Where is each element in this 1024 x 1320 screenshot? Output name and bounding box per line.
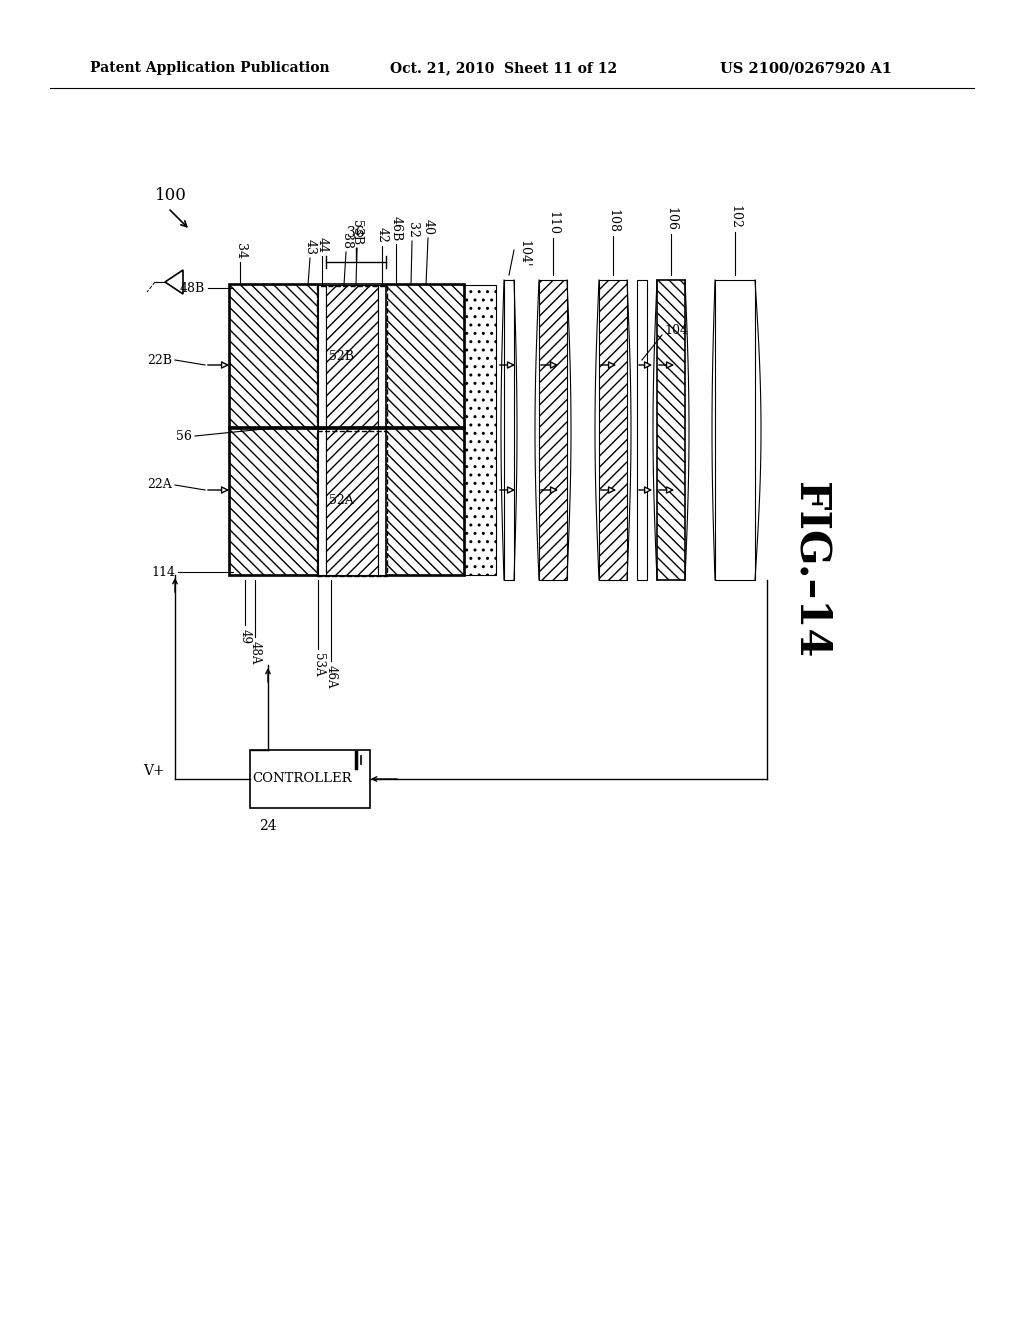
Bar: [504, 280, 514, 579]
Bar: [715, 280, 755, 579]
Bar: [230, 428, 318, 576]
Bar: [250, 750, 370, 808]
Bar: [229, 284, 465, 429]
Text: 32: 32: [406, 222, 419, 238]
Bar: [317, 432, 387, 576]
Bar: [657, 280, 685, 579]
Text: 36: 36: [347, 226, 365, 240]
Text: 24: 24: [259, 818, 276, 833]
Bar: [317, 286, 387, 426]
Text: 48A: 48A: [249, 642, 261, 664]
Bar: [230, 285, 318, 428]
Bar: [637, 280, 647, 579]
Text: Patent Application Publication: Patent Application Publication: [90, 61, 330, 75]
Text: 114: 114: [151, 565, 175, 578]
Text: 42: 42: [376, 227, 388, 243]
Text: 43: 43: [303, 239, 316, 255]
Text: CONTROLLER: CONTROLLER: [252, 772, 352, 785]
Text: 48B: 48B: [180, 281, 205, 294]
Text: 49: 49: [239, 630, 252, 644]
Text: 22B: 22B: [147, 354, 172, 367]
Bar: [326, 285, 378, 428]
Text: 40: 40: [422, 219, 434, 235]
Text: 100: 100: [155, 186, 186, 203]
Text: 106: 106: [665, 207, 678, 231]
Text: 52A: 52A: [329, 495, 353, 507]
Text: 34: 34: [233, 243, 247, 259]
Text: 104: 104: [664, 323, 688, 337]
Text: 46A: 46A: [325, 665, 338, 689]
Text: 102: 102: [728, 205, 741, 228]
Text: 38: 38: [340, 234, 352, 249]
Bar: [318, 285, 326, 576]
Bar: [464, 285, 496, 576]
Bar: [378, 285, 386, 576]
Text: 53B: 53B: [350, 220, 364, 246]
Text: 53A: 53A: [311, 653, 325, 676]
Text: US 2100/0267920 A1: US 2100/0267920 A1: [720, 61, 892, 75]
Bar: [539, 280, 567, 579]
Text: 44: 44: [315, 238, 329, 253]
Text: V+: V+: [143, 764, 165, 777]
Text: 110: 110: [547, 211, 559, 235]
Text: FIG.–14: FIG.–14: [790, 482, 831, 659]
Bar: [386, 428, 464, 576]
Text: Oct. 21, 2010  Sheet 11 of 12: Oct. 21, 2010 Sheet 11 of 12: [390, 61, 617, 75]
Text: 46B: 46B: [389, 215, 402, 242]
Text: 22A: 22A: [147, 479, 172, 491]
Bar: [326, 428, 378, 576]
Text: 108: 108: [606, 209, 620, 234]
Bar: [386, 285, 464, 428]
Text: 104': 104': [517, 240, 530, 268]
Text: 56: 56: [176, 429, 193, 442]
Bar: [599, 280, 627, 579]
Text: 52B: 52B: [329, 350, 354, 363]
Bar: [229, 426, 465, 576]
